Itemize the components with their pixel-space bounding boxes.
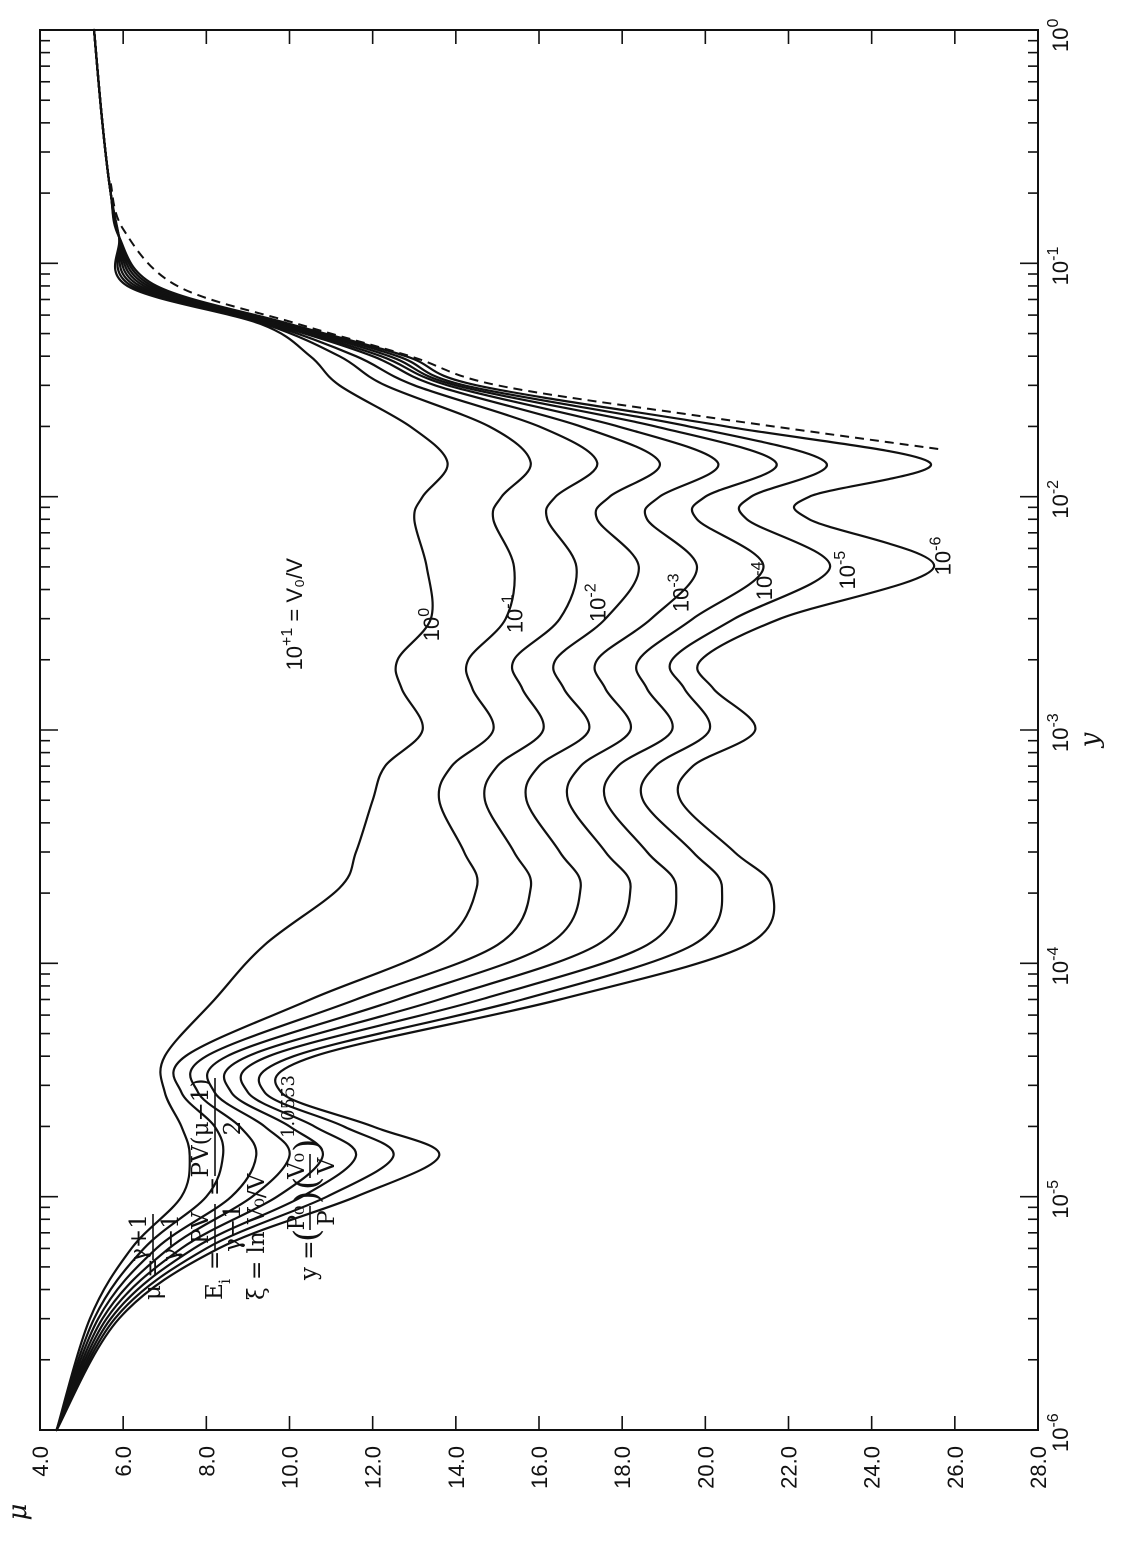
svg-text:100: 100: [416, 608, 444, 641]
series-line: [55, 28, 778, 1432]
formula-energy: E i = PV γ−1 = PV(μ−1) 2: [188, 1078, 246, 1300]
svg-text:(: (: [287, 1177, 327, 1190]
series-line: [55, 28, 936, 1432]
svg-text:10-1: 10-1: [499, 594, 527, 633]
y-tick-label: 10.0: [278, 1446, 303, 1489]
x-axis-label: y: [1075, 732, 1105, 748]
series-label: 10-3: [666, 573, 694, 612]
y-tick-label: 26.0: [943, 1446, 968, 1489]
svg-text:10-5: 10-5: [832, 551, 860, 590]
series-label: 10-5: [832, 551, 860, 590]
series-line: [55, 28, 661, 1432]
svg-text:PV: PV: [188, 1212, 214, 1244]
svg-text:(: (: [287, 1229, 327, 1242]
y-tick-label: 24.0: [860, 1446, 885, 1489]
svg-text:10-3: 10-3: [666, 573, 694, 612]
series-label: 10-2: [583, 583, 611, 622]
svg-text:): ): [287, 1139, 327, 1152]
y-tick-label: 18.0: [610, 1446, 635, 1489]
series-labels: 10-6 10-5 10-4 10-3 10-2 10-1 100 10+1 = V₀/V: [279, 537, 956, 671]
svg-text:V: V: [314, 1157, 340, 1175]
series-curves: [55, 28, 939, 1432]
x-tick-label: 10-2: [1045, 480, 1073, 519]
svg-text:V₀: V₀: [284, 1153, 310, 1180]
y-tick-label: 20.0: [693, 1446, 718, 1489]
envelope-dashed-line: [109, 183, 939, 450]
series-line: [55, 28, 720, 1432]
x-axis: 10-6 10-5 10-4 10-3 10-2 10-1 100: [40, 19, 1073, 1452]
svg-text:100: 100: [1045, 19, 1073, 52]
svg-text:PV(μ−1): PV(μ−1): [188, 1079, 214, 1178]
formula-y: y = ( P₀ P ) ( V₀ V ) 1.0553: [278, 1075, 340, 1281]
y-tick-label: 4.0: [28, 1446, 53, 1477]
svg-text:): ): [287, 1191, 327, 1204]
svg-text:10-6: 10-6: [928, 537, 956, 576]
x-tick-label: 100: [1045, 19, 1073, 52]
series-label: 10-6: [928, 537, 956, 576]
y-axis: 4.0 6.0 8.0 10.0 12.0 14.0 16.0 18.0 20.0 22.0 24.…: [28, 30, 1051, 1489]
y-tick-label: 12.0: [361, 1446, 386, 1489]
svg-text:10-2: 10-2: [583, 583, 611, 622]
x-tick-label: 10-3: [1045, 713, 1073, 752]
series-label: 10-4: [749, 561, 777, 600]
series-line: [55, 28, 449, 1432]
y-tick-label: 8.0: [194, 1446, 219, 1477]
svg-text:μ =: μ =: [140, 1258, 166, 1300]
x-tick-label: 10-5: [1045, 1180, 1073, 1219]
y-axis-label: μ: [3, 1504, 33, 1521]
svg-text:10-2: 10-2: [1045, 480, 1073, 519]
svg-text:y =: y =: [296, 1240, 322, 1281]
series-label: 100: [416, 608, 444, 641]
formula-annotation: μ = γ+1 γ−1 E i = PV γ−1 = PV(μ−1) 2 ξ =…: [126, 1075, 340, 1300]
svg-text:P: P: [314, 1210, 340, 1225]
y-tick-label: 6.0: [111, 1446, 136, 1477]
svg-text:γ+1: γ+1: [126, 1214, 152, 1262]
svg-text:2: 2: [220, 1121, 246, 1136]
svg-text:1.0553: 1.0553: [278, 1075, 299, 1138]
svg-text:10+1 = V₀/V: 10+1 = V₀/V: [279, 558, 307, 671]
series-line: [55, 28, 832, 1432]
y-tick-label: 14.0: [444, 1446, 469, 1489]
svg-text:10-6: 10-6: [1045, 1413, 1073, 1452]
svg-text:E: E: [202, 1283, 228, 1300]
y-tick-label: 28.0: [1026, 1446, 1051, 1489]
svg-text:γ−1: γ−1: [158, 1214, 184, 1262]
svg-text:10-4: 10-4: [1045, 947, 1073, 986]
series-label: 10-1: [499, 594, 527, 633]
svg-text:γ−1: γ−1: [220, 1204, 246, 1252]
x-tick-label: 10-6: [1045, 1413, 1073, 1452]
formula-mu: μ = γ+1 γ−1: [126, 1214, 184, 1300]
y-tick-label: 22.0: [777, 1446, 802, 1489]
svg-text:ξ = ln V₀/V: ξ = ln V₀/V: [244, 1173, 270, 1300]
svg-text:10-3: 10-3: [1045, 713, 1073, 752]
svg-text:i: i: [215, 1279, 234, 1284]
series-label: 10+1 = V₀/V: [279, 558, 307, 671]
svg-text:=: =: [202, 1251, 228, 1270]
y-tick-label: 16.0: [527, 1446, 552, 1489]
svg-text:10-4: 10-4: [749, 561, 777, 600]
svg-text:P₀: P₀: [284, 1206, 310, 1231]
formula-xi: ξ = ln V₀/V: [244, 1173, 270, 1300]
svg-text:10-1: 10-1: [1045, 247, 1073, 286]
svg-text:=: =: [202, 1177, 228, 1196]
x-tick-label: 10-4: [1045, 947, 1073, 986]
svg-text:10-5: 10-5: [1045, 1180, 1073, 1219]
x-tick-label: 10-1: [1045, 247, 1073, 286]
